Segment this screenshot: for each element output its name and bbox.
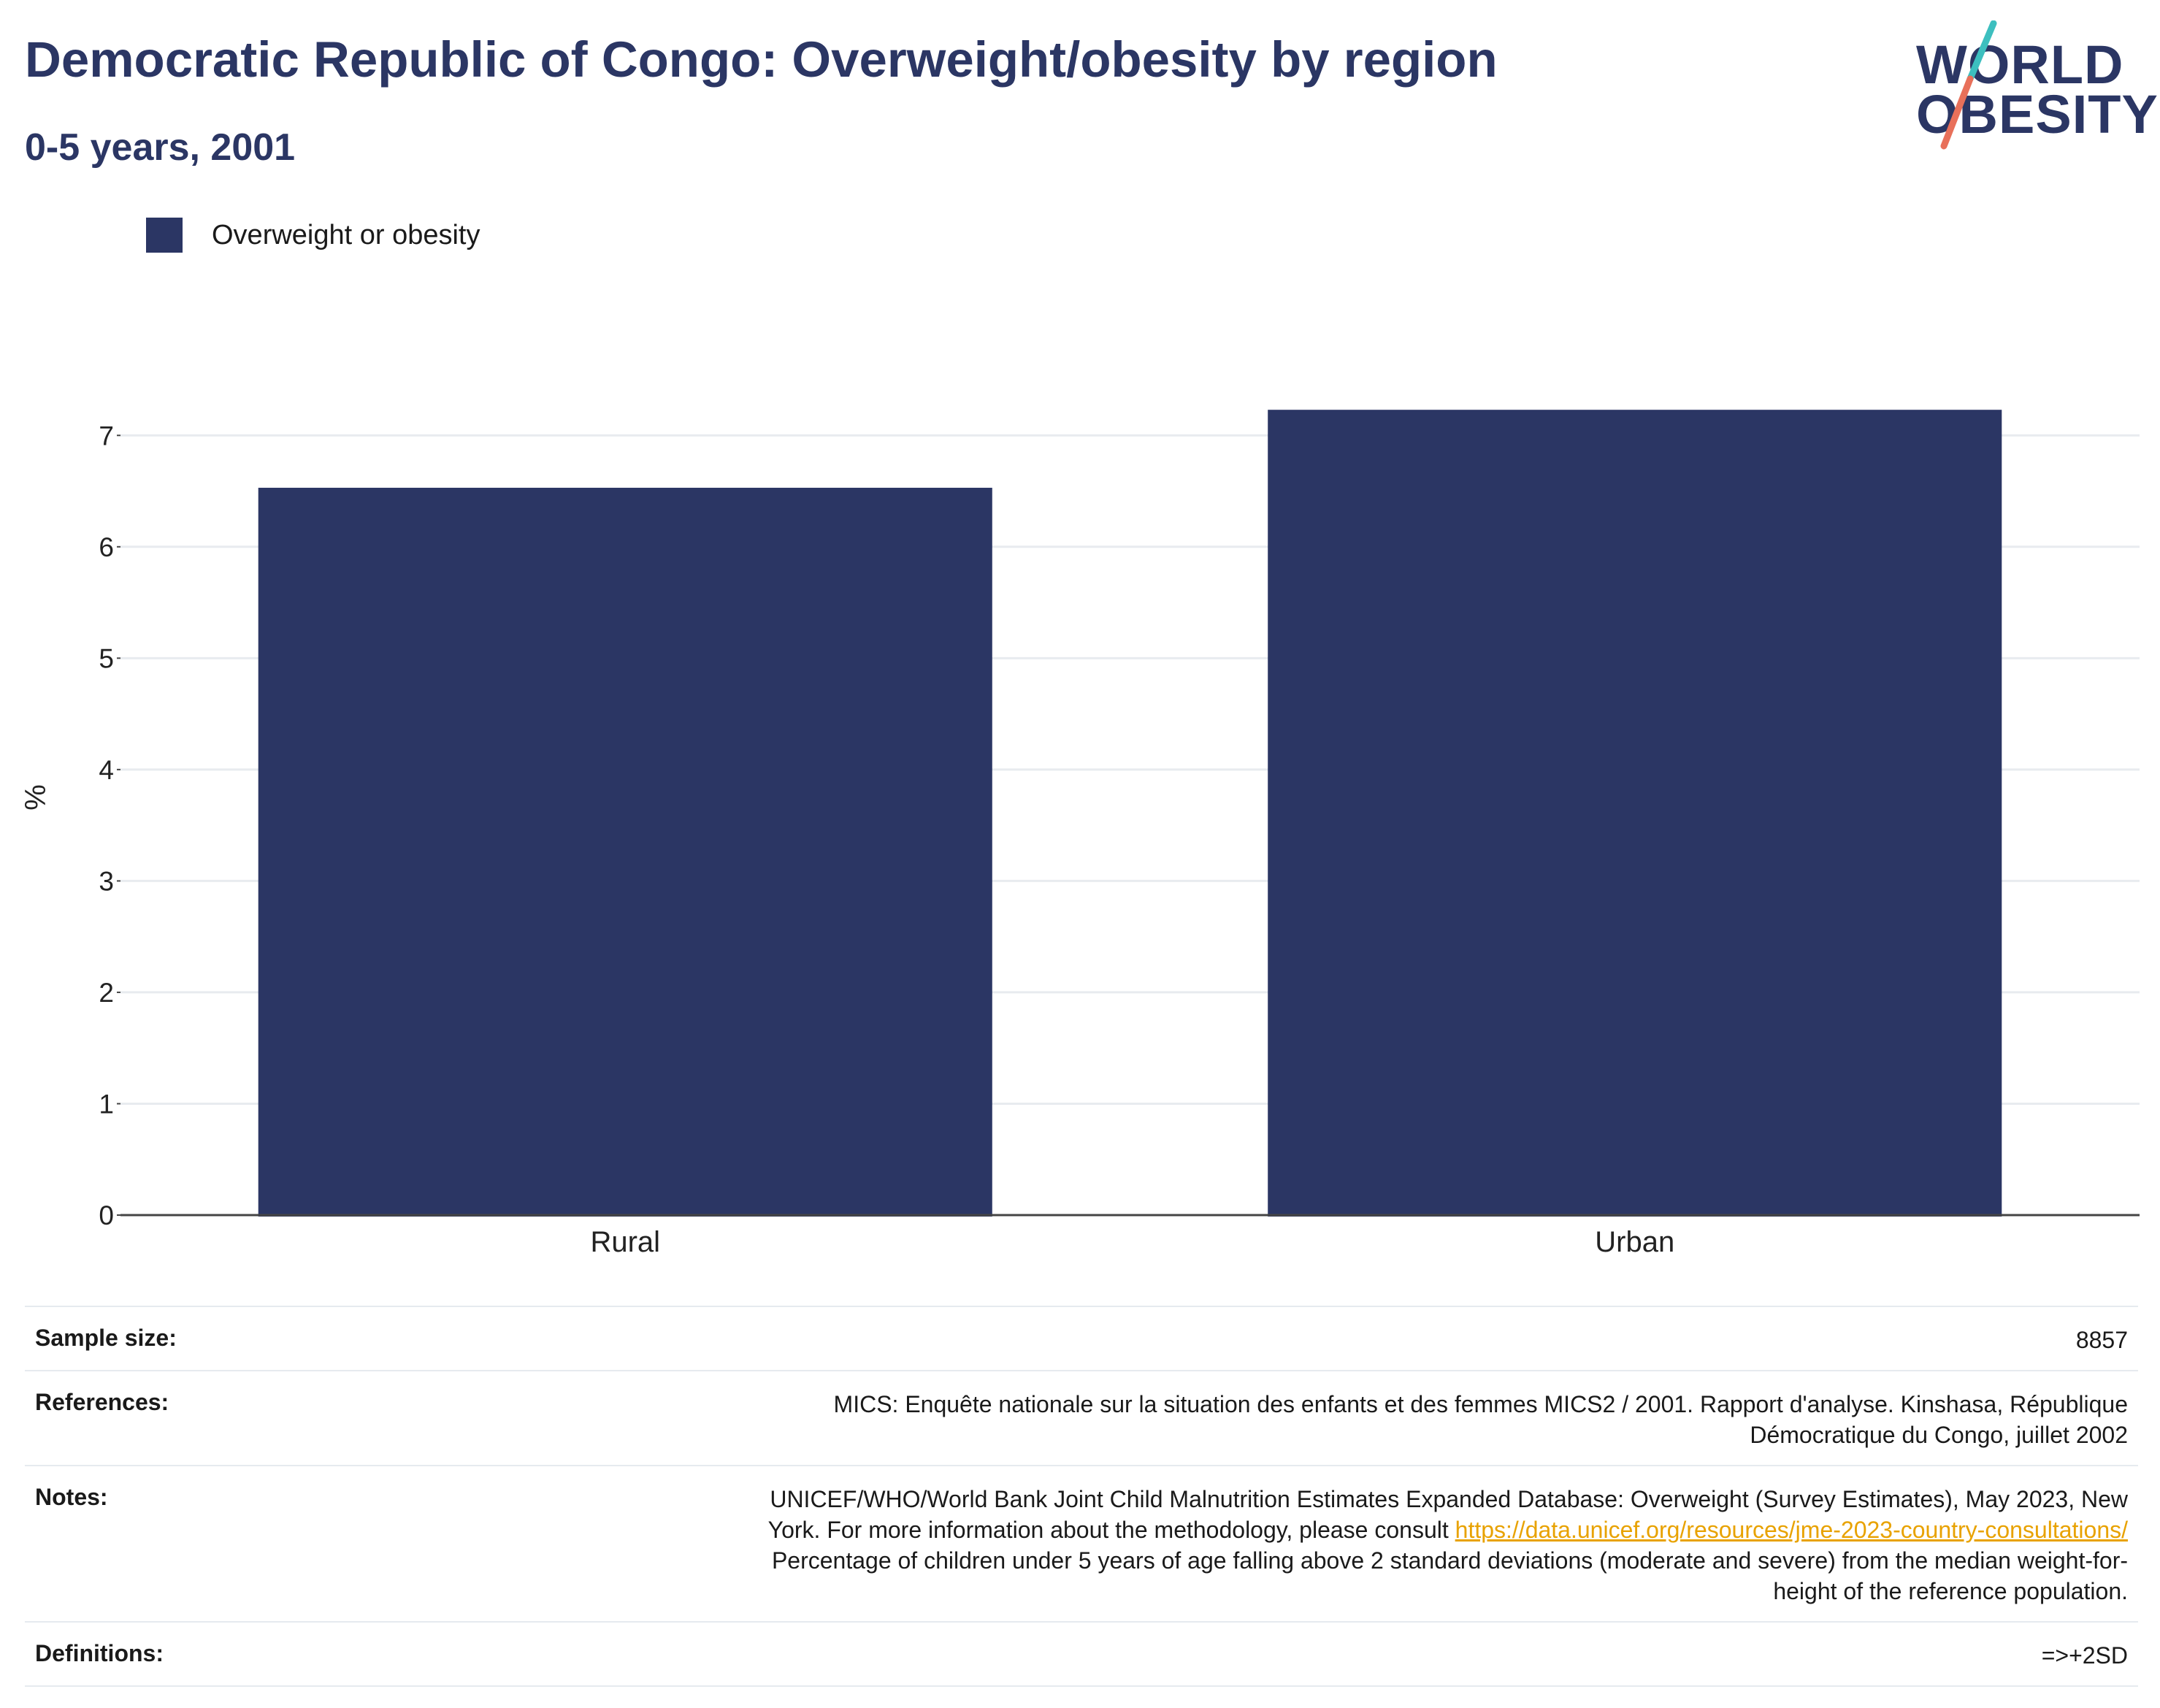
y-tick-label: 7	[99, 421, 114, 451]
y-tick-label: 5	[99, 643, 114, 673]
definitions-row: Definitions: =>+2SD	[25, 1621, 2138, 1687]
y-axis-ticks: 0 1 2 3 4 5 6 7	[99, 421, 120, 1230]
references-line: MICS: Enquête nationale sur la situation…	[833, 1391, 2128, 1417]
y-tick-label: 2	[99, 978, 114, 1008]
methodology-link[interactable]: https://data.unicef.org/resources/jme-20…	[1455, 1517, 2128, 1543]
references-line: Démocratique du Congo, juillet 2002	[1750, 1422, 2128, 1448]
y-tick-label: 4	[99, 755, 114, 785]
y-tick-label: 3	[99, 866, 114, 896]
y-tick-label: 0	[99, 1200, 114, 1230]
logo-slash-icon	[1940, 20, 1997, 150]
world-obesity-logo: WORLD OBESITY	[1906, 20, 2158, 156]
bar-rural	[258, 487, 992, 1217]
definitions-label: Definitions:	[35, 1640, 164, 1666]
notes-value: UNICEF/WHO/World Bank Joint Child Malnut…	[298, 1484, 2128, 1606]
definitions-value: =>+2SD	[2041, 1642, 2128, 1669]
references-label: References:	[35, 1389, 169, 1415]
references-row: References: MICS: Enquête nationale sur …	[25, 1370, 2138, 1465]
notes-line-prefix: York. For more information about the met…	[767, 1517, 1449, 1543]
sample-size-row: Sample size: 8857	[25, 1306, 2138, 1370]
info-table: Sample size: 8857 References: MICS: Enqu…	[25, 1306, 2138, 1687]
x-tick-label: Rural	[590, 1226, 660, 1258]
sample-size-label: Sample size:	[35, 1325, 177, 1351]
bars	[258, 410, 2002, 1217]
references-value: MICS: Enquête nationale sur la situation…	[298, 1389, 2128, 1450]
sample-size-value: 8857	[2075, 1327, 2128, 1353]
chart-title: Democratic Republic of Congo: Overweight…	[25, 31, 1498, 88]
notes-label: Notes:	[35, 1484, 108, 1510]
notes-line: Percentage of children under 5 years of …	[771, 1547, 2128, 1574]
chart-subtitle: 0-5 years, 2001	[25, 126, 296, 169]
y-tick-label: 6	[99, 532, 114, 562]
y-axis-label: %	[20, 784, 52, 811]
legend-label: Overweight or obesity	[212, 219, 480, 250]
x-tick-label: Urban	[1595, 1226, 1674, 1258]
notes-row: Notes: UNICEF/WHO/World Bank Joint Child…	[25, 1465, 2138, 1621]
logo-text-world: WORLD	[1916, 34, 2124, 95]
bar-urban	[1268, 410, 2002, 1217]
chart-legend: Overweight or obesity	[146, 218, 480, 253]
x-axis-ticks: Rural Urban	[590, 1226, 1674, 1258]
y-tick-label: 1	[99, 1089, 114, 1119]
bar-chart: 0 1 2 3 4 5 6 7 Rural Urban %	[20, 410, 2140, 1258]
notes-line: York. For more information about the met…	[298, 1514, 2128, 1545]
notes-line: height of the reference population.	[1773, 1578, 2128, 1604]
notes-line: UNICEF/WHO/World Bank Joint Child Malnut…	[770, 1486, 2128, 1512]
legend-swatch	[146, 218, 183, 253]
